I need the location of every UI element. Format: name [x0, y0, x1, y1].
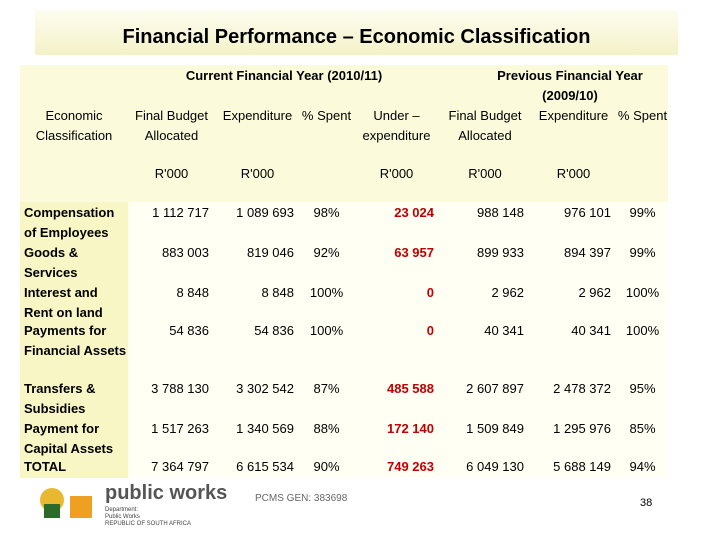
cell: 54 836: [169, 323, 209, 338]
cell: 883 003: [162, 245, 209, 260]
group-header: Current Financial Year (2010/11): [185, 68, 383, 83]
cell: 5 688 149: [553, 459, 611, 474]
column-unit: R'000: [468, 166, 502, 181]
column-header: % Spent: [301, 108, 352, 123]
cell: 92%: [313, 245, 340, 260]
cell: 6 615 534: [236, 459, 294, 474]
cell: 988 148: [477, 205, 524, 220]
cell: 6 049 130: [466, 459, 524, 474]
cell: 1 509 849: [466, 421, 524, 436]
logo-line: REPUBLIC OF SOUTH AFRICA: [105, 521, 192, 527]
logo-sub: Department: Public Works REPUBLIC OF SOU…: [105, 507, 191, 528]
logo: [30, 482, 100, 532]
group-header: Previous Financial Year (2009/10): [497, 68, 643, 103]
row-label: Goods & Services: [24, 245, 79, 280]
cell: 95%: [629, 381, 656, 396]
cell: 54 836: [254, 323, 294, 338]
cell: 1 340 569: [236, 421, 294, 436]
cell: 2 962: [578, 285, 611, 300]
cell: 1 295 976: [553, 421, 611, 436]
logo-line: Public Works: [105, 514, 140, 520]
column-header: % Spent: [617, 108, 668, 123]
cell: 3 788 130: [151, 381, 209, 396]
row-label: Payments for Financial Assets: [24, 323, 127, 358]
row-header: Economic Classification: [35, 108, 113, 143]
cell: 99%: [629, 245, 656, 260]
cell: 485 588: [387, 381, 434, 396]
column-unit: R'000: [379, 166, 414, 181]
cell: 100%: [625, 323, 660, 338]
cell: 2 478 372: [553, 381, 611, 396]
column-header: Final Budget Allocated: [448, 108, 522, 143]
cell: 0: [426, 285, 434, 300]
logo-text: public works: [105, 482, 228, 504]
cell: 100%: [309, 323, 344, 338]
cell: 1 112 717: [152, 205, 209, 220]
column-unit: R'000: [556, 166, 591, 181]
row-label: Transfers & Subsidies: [24, 381, 96, 416]
column-header: Under – expenditure: [362, 108, 431, 143]
cell: 63 957: [394, 245, 434, 260]
header-bg: [20, 65, 668, 202]
cell: 1 089 693: [236, 205, 294, 220]
label-col-bg: [20, 202, 128, 478]
crest: [40, 488, 92, 518]
cell: 172 140: [387, 421, 434, 436]
cell: 819 046: [247, 245, 294, 260]
cell: 899 933: [477, 245, 524, 260]
cell: 7 364 797: [151, 459, 209, 474]
body-bg: [128, 202, 668, 478]
cell: 2 962: [491, 285, 524, 300]
cell: 8 848: [176, 285, 209, 300]
row-label: Interest and Rent on land: [24, 285, 103, 320]
cell: 98%: [313, 205, 340, 220]
title: Financial Performance – Economic Classif…: [35, 10, 678, 55]
column-header: Expenditure: [222, 108, 293, 123]
cell: 1 517 263: [151, 421, 209, 436]
cell: 40 341: [484, 323, 524, 338]
row-label: Payment for Capital Assets: [24, 421, 114, 456]
cell: 40 341: [571, 323, 611, 338]
cell: 100%: [625, 285, 660, 300]
cell: 8 848: [261, 285, 294, 300]
column-unit: R'000: [240, 166, 275, 181]
cell: 99%: [629, 205, 656, 220]
cell: 894 397: [564, 245, 611, 260]
cell: 90%: [313, 459, 340, 474]
cell: 87%: [313, 381, 340, 396]
column-header: Expenditure: [538, 108, 609, 123]
cell: 976 101: [564, 205, 611, 220]
cell: 3 302 542: [236, 381, 294, 396]
row-label: TOTAL: [24, 459, 67, 474]
page-number: 38: [640, 497, 653, 509]
logo-line: Department:: [105, 507, 139, 513]
cell: 94%: [629, 459, 656, 474]
cell: 23 024: [394, 205, 434, 220]
code: PCMS GEN: 383698: [255, 493, 348, 504]
cell: 749 263: [387, 459, 434, 474]
cell: 0: [426, 323, 434, 338]
cell: 88%: [313, 421, 340, 436]
cell: 2 607 897: [466, 381, 524, 396]
cell: 85%: [629, 421, 656, 436]
cell: 100%: [309, 285, 344, 300]
column-unit: R'000: [154, 166, 189, 181]
row-label: Compensation of Employees: [24, 205, 115, 240]
column-header: Final Budget Allocated: [135, 108, 208, 143]
